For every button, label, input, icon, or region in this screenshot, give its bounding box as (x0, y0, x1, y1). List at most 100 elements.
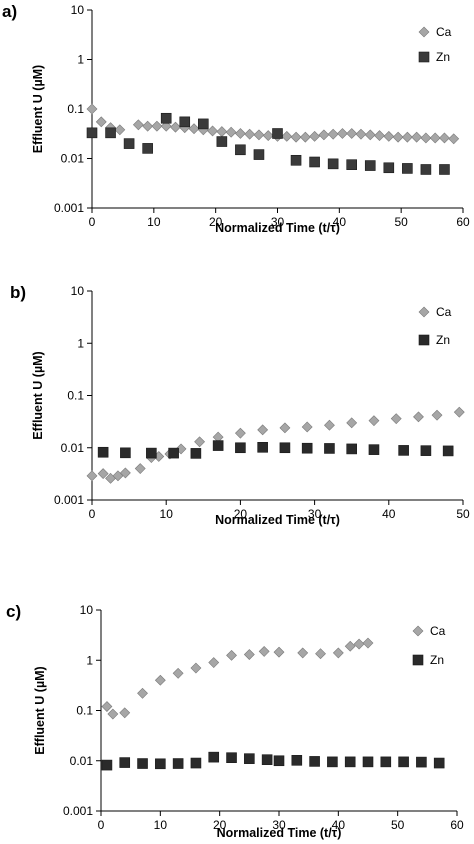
x-tick-label: 60 (450, 818, 464, 832)
data-point-zn (433, 757, 445, 769)
data-point-ca (431, 409, 443, 421)
data-point-ca (411, 131, 423, 143)
data-point-ca (374, 130, 385, 142)
chart-panel-1: a) 0.001 0.01 0.1 1 10 0 10 20 30 40 50 60 Normalized… (2, 2, 470, 235)
x-axis-title: Normalized Time (t/τ) (217, 826, 342, 840)
data-point-zn (172, 758, 184, 769)
chart-panel-2: b) 0.001 0.01 0.1 1 10 0 10 20 30 40 50 Normalized T… (10, 283, 470, 527)
data-point-ca (364, 129, 376, 141)
data-point-ca (383, 130, 395, 142)
data-point-zn (142, 143, 153, 154)
data-point-zn (190, 448, 202, 459)
y-tick-label: 0.01 (61, 152, 85, 166)
x-tick-label: 30 (272, 818, 286, 832)
y-tick-label: 0.1 (67, 389, 84, 403)
data-point-ca (420, 132, 432, 144)
data-point-ca (101, 701, 113, 712)
data-point-zn (364, 160, 376, 171)
data-point-zn (212, 440, 224, 451)
x-tick-label: 0 (98, 818, 105, 832)
legend: Ca Zn (418, 25, 452, 64)
data-point-ca (299, 131, 311, 143)
data-point-ca (154, 674, 166, 686)
data-point-zn (97, 446, 109, 458)
data-point-zn (179, 116, 191, 128)
y-tick-label: 0.01 (61, 441, 85, 455)
data-point-ca (453, 406, 465, 418)
data-point-zn (155, 758, 166, 770)
data-point-zn (160, 112, 172, 124)
data-point-zn (380, 756, 392, 768)
data-point-ca (107, 708, 119, 720)
data-point-zn (235, 442, 246, 454)
data-point-zn (273, 755, 285, 767)
panel-label: a) (2, 2, 17, 21)
data-point-ca (439, 132, 450, 144)
data-point-zn (119, 757, 131, 768)
legend-marker-ca (418, 306, 430, 318)
data-point-zn (362, 756, 374, 768)
data-point-ca (234, 427, 246, 439)
data-point-ca (234, 128, 246, 139)
data-point-zn (216, 136, 228, 147)
x-tick-label: 50 (394, 215, 408, 229)
legend-marker-zn (418, 51, 430, 63)
data-point-zn (398, 445, 409, 456)
data-point-ca (355, 128, 367, 140)
y-tick-label: 0.001 (63, 804, 93, 818)
data-point-zn (120, 447, 131, 459)
x-tick-label: 60 (456, 215, 470, 229)
data-point-ca (337, 128, 348, 139)
data-point-zn (226, 752, 237, 763)
y-tick-label: 10 (80, 603, 94, 617)
series-zn (101, 751, 445, 771)
data-point-zn (198, 118, 209, 130)
data-point-ca (97, 468, 109, 480)
data-point-ca (390, 413, 402, 425)
legend-label-ca: Ca (436, 305, 452, 319)
data-point-zn (383, 162, 395, 174)
data-point-ca (142, 120, 154, 132)
data-point-zn (137, 758, 148, 769)
data-point-ca (279, 422, 291, 434)
data-point-zn (101, 759, 113, 771)
x-tick-label: 20 (213, 818, 227, 832)
data-point-zn (168, 447, 179, 459)
legend-label-zn: Zn (430, 653, 444, 667)
x-tick-label: 30 (271, 215, 285, 229)
y-tick-label: 0.1 (76, 704, 93, 718)
data-point-ca (225, 126, 237, 138)
data-point-ca (346, 128, 358, 139)
x-tick-label: 20 (234, 507, 248, 521)
x-tick-label: 10 (160, 507, 174, 521)
x-tick-label: 20 (209, 215, 223, 229)
data-point-zn (420, 445, 432, 456)
data-point-zn (309, 156, 320, 168)
data-point-zn (346, 443, 358, 455)
y-axis-title: Effluent U (µM) (31, 351, 45, 439)
data-point-ca (207, 125, 218, 137)
data-point-ca (309, 130, 321, 142)
x-tick-label: 50 (391, 818, 405, 832)
data-point-ca (324, 419, 335, 431)
data-point-zn (261, 754, 273, 765)
panel-label: c) (6, 602, 21, 621)
data-point-zn (324, 443, 335, 454)
data-point-zn (86, 127, 98, 139)
legend-label-ca: Ca (436, 25, 452, 39)
data-point-zn (327, 158, 339, 170)
data-point-ca (86, 103, 98, 115)
x-tick-label: 10 (147, 215, 161, 229)
data-point-ca (273, 646, 285, 658)
data-point-zn (346, 159, 358, 170)
data-point-zn (402, 163, 413, 174)
legend: Ca Zn (418, 305, 452, 347)
data-point-ca (301, 421, 313, 433)
data-point-zn (105, 127, 116, 139)
data-point-zn (327, 756, 338, 768)
y-axis-title: Effluent U (µM) (33, 666, 47, 754)
x-tick-label: 40 (332, 818, 346, 832)
legend-label-ca: Ca (430, 624, 446, 638)
data-point-zn (398, 756, 409, 768)
series-ca (101, 637, 374, 720)
